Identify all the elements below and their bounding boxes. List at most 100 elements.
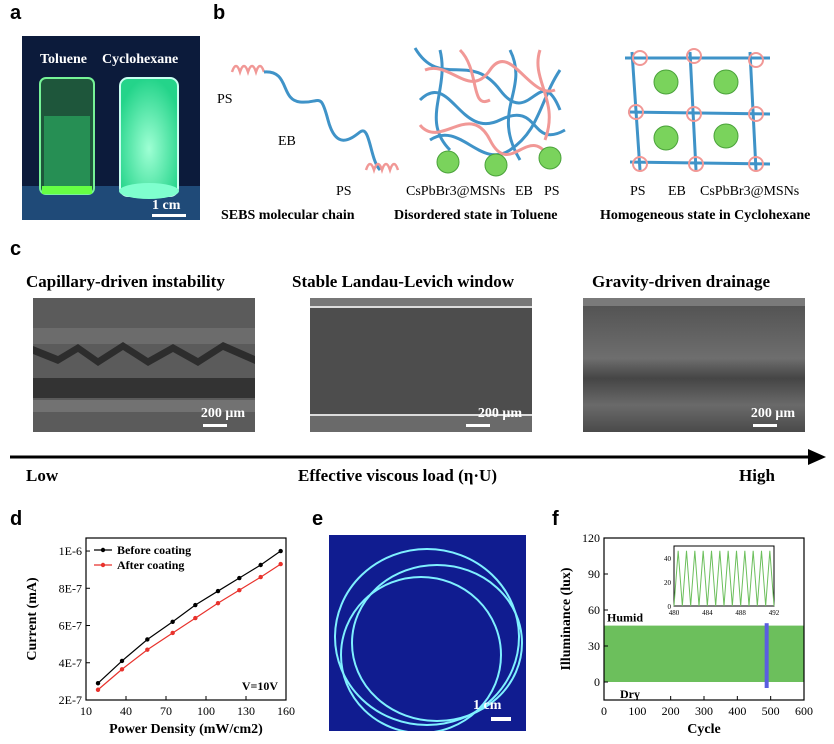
y-tick-label-f: 90 [588, 567, 600, 581]
title-landau-levich: Stable Landau-Levich window [292, 272, 514, 291]
panel-label-d: d [10, 508, 23, 530]
schematic-b [230, 47, 771, 177]
x-tick-label-f: 500 [762, 704, 780, 718]
y-tick-label-f: 30 [588, 639, 600, 653]
annotation-voltage: V=10V [242, 679, 279, 693]
label-eb: EB [278, 134, 296, 149]
vial-photo: Toluene Cyclohexane 1 cm [22, 36, 200, 220]
data-point-d [145, 637, 150, 642]
series-line-d [97, 563, 281, 691]
chart-f-illuminance-cycle: 0 100 200 300 400 500 6000306090120CycleIllumi… [559, 531, 813, 737]
data-point-d [145, 647, 150, 652]
sem-texture-gravity [583, 298, 805, 432]
caption-homogeneous: Homogeneous state in Cyclohexane [600, 208, 811, 223]
panel-label-b: b [213, 2, 226, 24]
y-axis-title-d: Current (mA) [25, 577, 40, 661]
fiber-photo: 1 cm [329, 535, 526, 731]
x-axis-title-d: Power Density (mW/cm2) [109, 722, 263, 737]
scale-bar-a [152, 214, 186, 217]
x-tick-label-f: 300 [695, 704, 713, 718]
sem-image-capillary: 200 μm [33, 298, 255, 432]
x-tick-label-f: 400 [728, 704, 746, 718]
disordered-network-illustration [413, 47, 566, 177]
label-ps-mid: PS [544, 184, 560, 199]
scale-bar-label-e: 1 cm [473, 698, 502, 713]
x-tick-label-f: 600 [795, 704, 813, 718]
label-toluene: Toluene [40, 52, 87, 67]
legend-marker-d [100, 562, 106, 568]
y-tick-label-f: 0 [594, 675, 600, 689]
viscous-load-arrow [10, 449, 826, 465]
x-tick-label-f: 200 [662, 704, 680, 718]
data-point-d [193, 615, 198, 621]
x-tick-label-f: 100 [628, 704, 646, 718]
y-tick-label-d: 6E-7 [59, 619, 82, 633]
vial-photo-illustration [22, 36, 200, 220]
y-tick-label-d: 8E-7 [59, 581, 82, 595]
panel-label-c: c [10, 238, 22, 260]
scale-bar-e [491, 717, 511, 721]
axis-label-viscous-load: Effective viscous load (η·U) [298, 466, 497, 485]
legend-marker-d [100, 547, 106, 553]
data-point-d [237, 587, 242, 593]
data-point-d [258, 574, 263, 580]
inset-y-tick-label: 20 [664, 579, 672, 587]
legend-label-d: After coating [117, 558, 184, 572]
scale-bar-label-a: 1 cm [152, 198, 181, 213]
x-tick-label-d: 70 [160, 704, 172, 718]
y-tick-label-d: 1E-6 [59, 544, 82, 558]
y-tick-label-d: 2E-7 [59, 693, 82, 707]
chart-d-current-vs-power: 10 40 70 100 130 160 2E-7 4E-7 6E-7 8E-7 1E-6 Power… [25, 537, 295, 737]
data-point-d [170, 630, 175, 636]
plot-frame-d [85, 537, 287, 701]
y-tick-label-f: 120 [582, 531, 600, 545]
fiber-loops-illustration [329, 535, 526, 731]
x-tick-label-d: 10 [80, 704, 92, 718]
homogeneous-network-illustration [625, 48, 771, 172]
data-point-d [278, 561, 283, 567]
scale-bar-label-c2: 200 μm [477, 406, 522, 421]
x-tick-label-d: 40 [120, 704, 132, 718]
inset-x-tick-label: 480 [669, 609, 680, 617]
scale-bar-c2 [466, 424, 490, 427]
data-point-d [215, 588, 221, 594]
data-point-d [170, 619, 175, 624]
data-point-d [215, 600, 221, 606]
label-ps-right: PS [630, 184, 646, 199]
label-ps-bottom: PS [336, 184, 352, 199]
data-point-d [119, 658, 125, 664]
data-point-d [119, 667, 125, 672]
y-tick-label-d: 4E-7 [59, 656, 82, 670]
panel-label-e: e [312, 508, 324, 530]
illuminance-band [604, 625, 804, 682]
highlight-marker [764, 623, 769, 688]
y-axis-title-f: Illuminance (lux) [559, 567, 574, 670]
scale-bar-label-c3: 200 μm [750, 406, 795, 421]
label-humid: Humid [607, 611, 643, 625]
inset-y-tick-label: 40 [664, 555, 672, 563]
sem-image-landau-levich: 200 μm [310, 298, 532, 432]
sem-texture-capillary [33, 298, 255, 432]
x-axis-title-f: Cycle [687, 722, 720, 737]
sem-texture-landau-levich [310, 298, 532, 432]
x-tick-label-d: 100 [197, 704, 215, 718]
data-point-d [258, 562, 263, 568]
title-gravity: Gravity-driven drainage [592, 272, 771, 291]
scale-bar-c3 [753, 424, 777, 427]
data-point-d [278, 548, 283, 554]
label-eb-right: EB [668, 184, 686, 199]
x-tick-label-d: 130 [237, 704, 255, 718]
inset-y-tick-label: 0 [668, 603, 672, 611]
caption-disordered: Disordered state in Toluene [394, 208, 558, 223]
legend-label-d: Before coating [117, 543, 191, 557]
label-ps-top: PS [217, 92, 233, 107]
x-tick-label-d: 160 [277, 704, 295, 718]
inset-x-tick-label: 488 [735, 609, 746, 617]
inset-line [673, 550, 775, 607]
axis-label-low: Low [26, 466, 59, 485]
sebs-chain-illustration [230, 64, 400, 174]
data-point-d [95, 681, 101, 686]
title-capillary: Capillary-driven instability [26, 272, 225, 291]
panel-label-a: a [10, 2, 22, 24]
panel-label-f: f [552, 508, 559, 530]
